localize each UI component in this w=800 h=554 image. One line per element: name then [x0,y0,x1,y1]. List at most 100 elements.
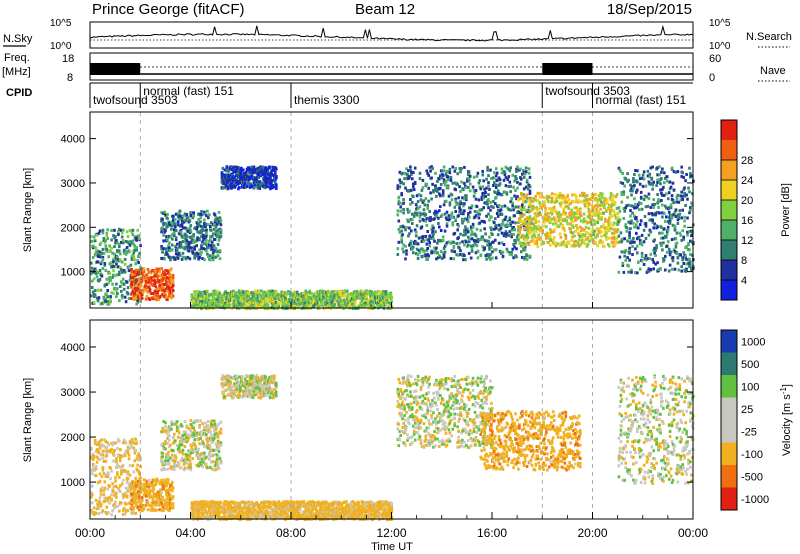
range-cell [489,200,492,204]
range-cell [94,464,98,468]
range-cell [128,278,132,282]
range-cell [605,236,608,240]
range-cell [637,201,641,205]
range-cell [412,251,415,255]
range-cell [550,209,554,213]
range-cell [388,295,392,299]
range-cell [535,239,539,243]
range-cell [355,289,359,293]
range-cell [636,180,639,184]
range-cell [644,184,648,188]
power-colorbar-tick-label: 4 [741,275,747,287]
range-cell [469,233,473,237]
range-cell [110,291,113,295]
range-cell [508,252,512,256]
power-colorbar-label: Power [dB] [780,183,792,237]
range-cell [629,214,632,218]
range-cell [576,227,579,231]
range-cell [478,221,482,225]
range-cell [364,301,367,305]
range-cell [661,231,664,235]
range-cell [209,235,212,238]
range-cell [555,196,559,200]
range-cell [349,302,352,306]
range-cell [618,218,622,222]
range-cell [620,191,624,194]
range-cell [489,168,492,172]
range-cell [99,302,103,306]
range-cell [671,259,675,263]
range-cell [110,238,113,242]
range-cell [627,264,630,268]
range-cell [470,230,474,234]
range-cell [436,189,439,193]
range-cell [160,267,163,271]
range-cell [511,201,514,205]
range-cell [586,236,590,240]
range-cell [168,294,171,298]
range-cell [637,208,641,212]
range-cell [434,249,437,252]
range-cell [239,181,242,185]
range-cell [144,297,148,301]
range-cell [469,256,473,260]
range-cell [130,297,133,300]
range-cell [648,175,652,179]
range-cell [630,219,633,223]
range-cell [474,189,478,192]
range-cell [688,257,691,261]
range-cell [91,472,94,476]
range-cell [614,216,618,220]
range-cell [578,216,581,220]
range-cell [135,246,138,250]
range-cell [492,176,495,180]
range-cell [550,207,553,211]
range-cell [528,192,532,195]
range-cell [112,234,115,238]
range-cell [216,249,220,253]
range-cell [389,291,393,295]
range-cell [347,293,350,297]
range-cell [121,228,125,232]
range-cell [560,243,564,247]
range-cell [280,299,283,303]
range-cell [195,290,198,294]
range-cell [594,219,597,223]
range-cell [98,243,102,246]
range-cell [195,227,198,231]
range-cell [526,224,530,228]
range-cell [670,238,674,241]
range-cell [351,297,355,301]
range-cell [563,219,567,223]
range-cell [625,204,628,208]
range-cell [175,242,179,246]
range-cell [459,249,462,253]
range-cell [652,226,655,230]
range-cell [680,165,683,169]
range-cell [347,302,350,306]
range-cell [157,267,160,271]
range-cell [265,302,269,306]
range-cell [562,243,566,247]
range-cell [594,197,597,200]
range-cell [630,268,633,272]
range-cell [431,235,434,239]
range-cell [124,300,128,304]
range-cell [487,212,490,216]
range-cell [164,282,167,286]
range-cell [92,301,96,305]
range-cell [214,255,218,259]
range-cell [550,197,554,200]
range-cell [200,250,203,254]
range-cell [303,291,307,295]
range-cell [618,255,622,259]
range-cell [462,204,465,208]
range-cell [668,221,672,225]
range-cell [442,253,446,257]
range-cell [167,270,170,274]
range-cell [203,218,206,222]
range-cell [91,239,94,243]
range-cell [160,257,163,260]
range-cell [606,201,609,205]
range-cell [255,296,258,300]
